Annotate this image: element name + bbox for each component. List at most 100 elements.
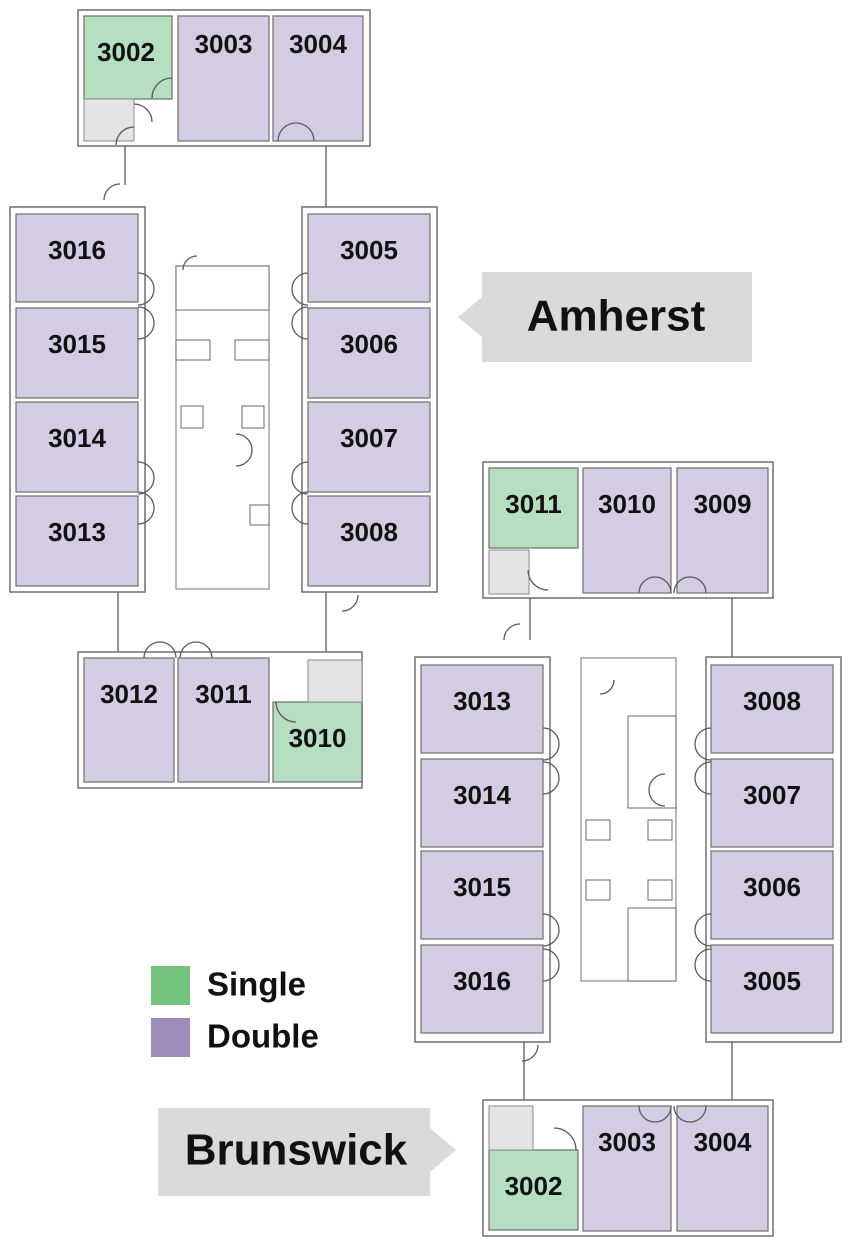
room-brunswick-3013 bbox=[420, 664, 544, 754]
door-swing-3 bbox=[277, 122, 315, 142]
room-brunswick-3003 bbox=[582, 1105, 672, 1232]
room-amherst-3012 bbox=[83, 657, 175, 783]
room-label-brunswick-3013: 3013 bbox=[453, 686, 511, 716]
door-swing-13 bbox=[341, 594, 359, 612]
room-amherst-3015 bbox=[15, 307, 139, 399]
room-brunswick-3016 bbox=[420, 944, 544, 1034]
room-label-amherst-3006: 3006 bbox=[340, 329, 398, 359]
door-swing-20 bbox=[638, 576, 672, 594]
room-brunswick-3015 bbox=[420, 850, 544, 940]
door-swing-10 bbox=[137, 491, 155, 525]
room-label-brunswick-3016: 3016 bbox=[453, 966, 511, 996]
room-label-amherst-3013: 3013 bbox=[48, 517, 106, 547]
room-label-amherst-3012: 3012 bbox=[100, 679, 158, 709]
room-label-brunswick-3005: 3005 bbox=[743, 966, 801, 996]
door-swing-24 bbox=[542, 761, 560, 795]
door-swing-31 bbox=[521, 1044, 539, 1062]
room-label-amherst-3002: 3002 bbox=[97, 37, 155, 67]
room-amherst-3010 bbox=[272, 701, 363, 783]
door-swings bbox=[103, 77, 712, 1151]
room-amherst-3008 bbox=[307, 495, 431, 587]
bathroom-2 bbox=[488, 549, 530, 595]
room-label-amherst-3008: 3008 bbox=[340, 517, 398, 547]
door-swing-30 bbox=[694, 948, 712, 982]
door-swing-25 bbox=[694, 727, 712, 761]
door-swing-26 bbox=[694, 761, 712, 795]
door-swing-15 bbox=[179, 641, 213, 659]
door-swing-22 bbox=[503, 623, 521, 641]
bathroom-1 bbox=[307, 659, 363, 703]
legend-single-swatch bbox=[151, 966, 190, 1005]
room-label-amherst-3004: 3004 bbox=[289, 29, 347, 59]
room-brunswick-3011 bbox=[488, 467, 579, 549]
room-label-brunswick-3015: 3015 bbox=[453, 872, 511, 902]
door-swing-8 bbox=[291, 306, 309, 340]
room-amherst-3005 bbox=[307, 213, 431, 303]
room-amherst-3003 bbox=[177, 15, 270, 142]
room-label-amherst-3005: 3005 bbox=[340, 235, 398, 265]
door-swing-1 bbox=[151, 77, 173, 99]
room-label-brunswick-3011: 3011 bbox=[505, 489, 561, 519]
door-swing-34 bbox=[673, 1105, 707, 1123]
door-swing-17 bbox=[182, 255, 198, 271]
room-brunswick-3010 bbox=[582, 467, 672, 594]
amherst-label: Amherst bbox=[527, 292, 706, 341]
door-swing-21 bbox=[673, 576, 707, 594]
bathroom-3 bbox=[488, 1105, 534, 1151]
room-label-brunswick-3004: 3004 bbox=[694, 1127, 752, 1157]
corridors bbox=[117, 146, 733, 1100]
door-swing-0 bbox=[133, 103, 153, 123]
room-amherst-3013 bbox=[15, 495, 139, 587]
door-swing-29 bbox=[694, 913, 712, 947]
brunswick-sign: Brunswick bbox=[158, 1108, 456, 1196]
room-amherst-3006 bbox=[307, 307, 431, 399]
door-swing-4 bbox=[103, 183, 121, 201]
room-label-amherst-3003: 3003 bbox=[195, 29, 253, 59]
building-outlines bbox=[9, 9, 842, 1237]
door-swing-14 bbox=[143, 641, 177, 659]
legend-double-swatch bbox=[151, 1018, 190, 1057]
room-label-amherst-3010: 3010 bbox=[289, 723, 347, 753]
door-swing-5 bbox=[137, 272, 155, 306]
room-brunswick-3006 bbox=[710, 850, 834, 940]
room-brunswick-3014 bbox=[420, 758, 544, 848]
door-swing-7 bbox=[291, 272, 309, 306]
door-swing-2 bbox=[115, 126, 135, 146]
door-swing-19 bbox=[527, 569, 549, 591]
door-swing-28 bbox=[542, 948, 560, 982]
room-amherst-3011 bbox=[177, 657, 270, 783]
rooms: 3002 3003 3004 3005 3006 3007 3008 3010 3011 3012… bbox=[15, 15, 834, 1232]
room-brunswick-3008 bbox=[710, 664, 834, 754]
legend-double-label: Double bbox=[207, 1018, 319, 1055]
room-brunswick-3009 bbox=[676, 467, 769, 594]
door-swing-35 bbox=[599, 679, 615, 695]
bathroom-0 bbox=[83, 98, 135, 142]
room-brunswick-3007 bbox=[710, 758, 834, 848]
door-swing-23 bbox=[542, 727, 560, 761]
room-label-amherst-3014: 3014 bbox=[48, 423, 106, 453]
room-amherst-3014 bbox=[15, 401, 139, 493]
door-swing-36 bbox=[648, 773, 666, 807]
room-label-brunswick-3009: 3009 bbox=[694, 489, 752, 519]
door-swing-16 bbox=[275, 701, 297, 723]
room-label-brunswick-3007: 3007 bbox=[743, 780, 801, 810]
room-label-brunswick-3006: 3006 bbox=[743, 872, 801, 902]
room-label-amherst-3015: 3015 bbox=[48, 329, 106, 359]
room-label-brunswick-3003: 3003 bbox=[598, 1127, 656, 1157]
room-brunswick-3005 bbox=[710, 944, 834, 1034]
brunswick-label: Brunswick bbox=[185, 1126, 408, 1175]
legend-single-label: Single bbox=[207, 966, 306, 1003]
room-amherst-3007 bbox=[307, 401, 431, 493]
room-label-brunswick-3014: 3014 bbox=[453, 780, 511, 810]
room-label-amherst-3011: 3011 bbox=[195, 679, 251, 709]
amherst-sign: Amherst bbox=[458, 272, 752, 362]
room-label-amherst-3007: 3007 bbox=[340, 423, 398, 453]
door-swing-27 bbox=[542, 913, 560, 947]
room-brunswick-3004 bbox=[676, 1105, 769, 1232]
door-swing-12 bbox=[291, 491, 309, 525]
door-swing-6 bbox=[137, 306, 155, 340]
room-amherst-3016 bbox=[15, 213, 139, 303]
room-label-amherst-3016: 3016 bbox=[48, 235, 106, 265]
room-label-brunswick-3010: 3010 bbox=[598, 489, 656, 519]
